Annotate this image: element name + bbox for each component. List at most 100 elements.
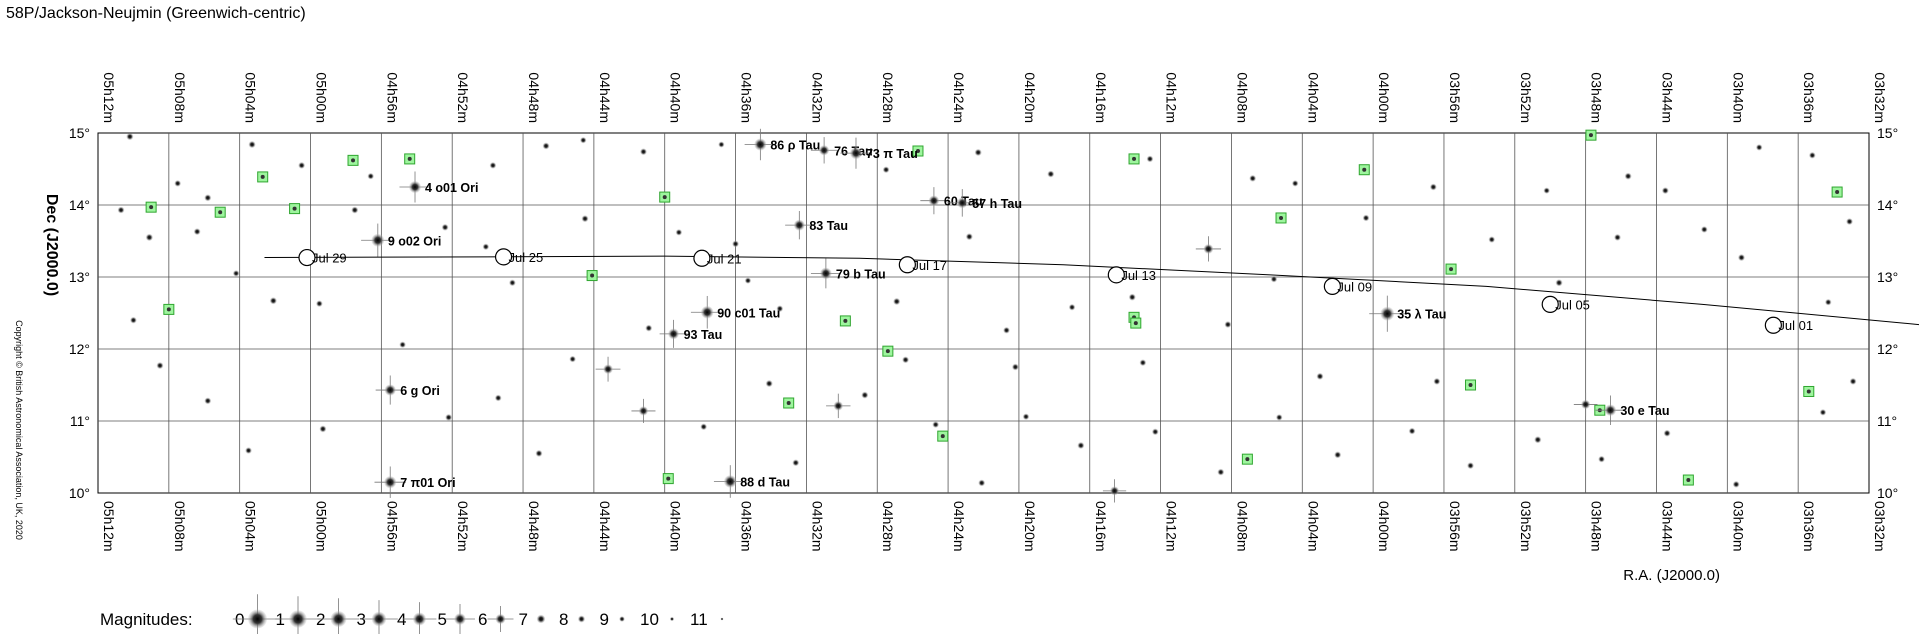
ra-tick-label: 04h56m <box>384 501 400 552</box>
named-star <box>1595 395 1626 425</box>
legend-star-sample <box>720 617 724 621</box>
ra-tick-label: 04h16m <box>1093 501 1109 552</box>
star <box>776 305 784 312</box>
dec-tick-label: 14° <box>69 197 90 213</box>
star-label: 7 π01 Ori <box>400 476 455 490</box>
nonstellar-object <box>1241 453 1253 465</box>
star <box>542 142 550 150</box>
legend-magnitude-label: 1 <box>276 610 285 629</box>
ra-tick-label: 03h56m <box>1447 501 1463 552</box>
ra-tick-label: 03h52m <box>1518 72 1534 123</box>
named-star <box>744 128 777 161</box>
ra-tick-labels-top: 05h12m 05h08m 05h04m 05h00m 04h56m 04h52m 04h4… <box>101 72 1888 123</box>
legend-magnitude-label: 4 <box>397 610 406 629</box>
legend-star-sample <box>402 602 437 634</box>
ra-tick-label: 03h56m <box>1447 72 1463 123</box>
dec-tick-label: 13° <box>69 269 90 285</box>
dec-tick-label: 10° <box>69 485 90 501</box>
nonstellar-object <box>145 201 157 213</box>
named-star <box>399 171 431 203</box>
date-label: Jul 17 <box>912 258 947 273</box>
star <box>1077 442 1085 449</box>
star-label: 30 e Tau <box>1620 404 1669 418</box>
star <box>882 166 890 173</box>
ra-tick-label: 04h44m <box>597 501 613 552</box>
star <box>117 206 125 214</box>
ra-tick-label: 03h36m <box>1801 72 1817 123</box>
star <box>1152 428 1159 436</box>
named-star <box>690 295 724 329</box>
star <box>965 233 973 241</box>
star <box>1433 378 1441 385</box>
date-marker <box>898 256 916 274</box>
ra-tick-label: 04h24m <box>951 501 967 552</box>
legend-star-sample <box>360 600 398 634</box>
x-axis-label: R.A. (J2000.0) <box>1623 567 1720 584</box>
star <box>489 162 497 169</box>
dec-tick-label: 14° <box>1877 197 1898 213</box>
ra-tick-label: 05h12m <box>101 501 117 552</box>
legend-star-sample <box>317 598 360 634</box>
named-star <box>920 187 948 215</box>
star <box>1022 413 1030 420</box>
star <box>826 393 851 419</box>
dec-tick-label: 12° <box>69 341 90 357</box>
ra-tick-label: 04h40m <box>668 501 684 552</box>
star <box>1846 218 1853 225</box>
star <box>1146 155 1154 163</box>
star <box>316 300 323 307</box>
legend-magnitude-label: 8 <box>559 610 568 629</box>
dec-tick-labels-left: 15° 14° 13° 12° 11° 10° <box>69 125 90 501</box>
ra-tick-label: 03h44m <box>1659 72 1675 123</box>
ra-tick-label: 04h04m <box>1305 501 1321 552</box>
star <box>1573 392 1598 417</box>
named-star <box>948 189 977 217</box>
star-label: 4 o01 Ori <box>425 181 479 195</box>
ra-tick-label: 04h20m <box>1022 72 1038 123</box>
ra-tick-label: 03h32m <box>1872 72 1888 123</box>
ra-tick-label: 03h48m <box>1589 72 1605 123</box>
star <box>174 180 181 187</box>
ra-tick-label: 04h00m <box>1376 501 1392 552</box>
named-star <box>810 137 838 164</box>
star <box>631 398 656 423</box>
comet-track: Jul 29 Jul 25 Jul 21 Jul 17 Jul 13 Jul 09 Jul … <box>264 248 1919 334</box>
ra-tick-label: 03h52m <box>1518 501 1534 552</box>
named-star <box>810 258 841 289</box>
legend-magnitude-label: 7 <box>519 610 528 629</box>
ra-tick-label: 04h00m <box>1376 72 1392 123</box>
star <box>232 270 240 277</box>
ra-tick-label: 04h28m <box>880 72 896 123</box>
named-star <box>713 465 747 498</box>
named-star <box>361 223 395 257</box>
ra-tick-label: 04h20m <box>1022 501 1038 552</box>
comet-path <box>264 255 1919 326</box>
star <box>595 356 621 382</box>
ra-tick-label: 05h04m <box>243 72 259 123</box>
legend-star-sample <box>578 615 585 623</box>
star <box>1128 293 1136 301</box>
dec-tick-label: 15° <box>1877 125 1898 141</box>
star <box>319 425 327 433</box>
date-label: Jul 13 <box>1121 268 1156 283</box>
legend-star-sample <box>487 606 514 632</box>
ra-tick-label: 04h52m <box>455 501 471 552</box>
ra-tick-label: 03h48m <box>1589 501 1605 552</box>
ra-tick-label: 05h04m <box>243 501 259 552</box>
plot-area-frame <box>97 132 1870 494</box>
star <box>1732 481 1740 488</box>
dec-tick-label: 15° <box>69 125 90 141</box>
star <box>351 206 359 214</box>
star <box>1102 479 1127 503</box>
star <box>204 397 212 405</box>
legend-magnitude-label: 3 <box>357 610 366 629</box>
nonstellar-object <box>783 397 795 409</box>
nonstellar-object <box>289 203 301 215</box>
star <box>1003 327 1010 334</box>
nonstellar-object <box>1803 385 1815 397</box>
legend-star-sample <box>275 596 321 634</box>
legend-star-sample <box>619 616 625 622</box>
named-star <box>785 210 814 240</box>
star-label: 88 d Tau <box>740 475 790 489</box>
star <box>932 421 939 428</box>
